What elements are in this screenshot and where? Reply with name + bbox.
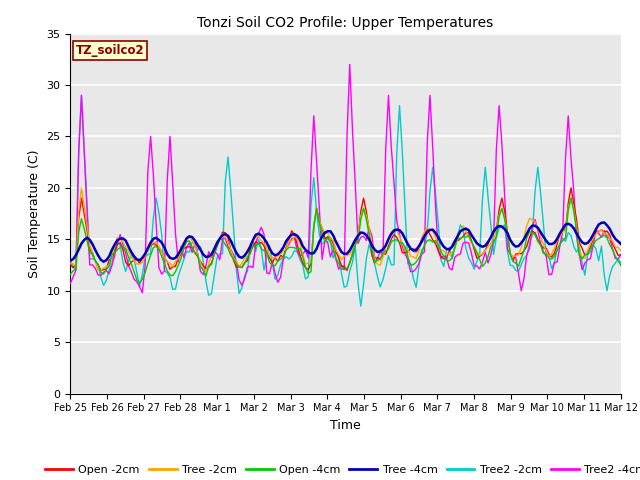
Tree -4cm	[67, 258, 74, 264]
Tree -2cm	[67, 260, 74, 266]
Open -2cm	[89, 252, 97, 258]
Open -4cm	[595, 236, 602, 241]
Tree -2cm	[102, 264, 110, 270]
Open -4cm	[89, 250, 97, 256]
Tree -2cm	[617, 248, 625, 253]
Line: Tree -4cm: Tree -4cm	[70, 222, 621, 262]
Y-axis label: Soil Temperature (C): Soil Temperature (C)	[28, 149, 41, 278]
Tree -2cm	[77, 185, 85, 191]
Tree2 -2cm	[575, 244, 583, 250]
Open -2cm	[102, 266, 110, 272]
Legend: Open -2cm, Tree -2cm, Open -4cm, Tree -4cm, Tree2 -2cm, Tree2 -4cm: Open -2cm, Tree -2cm, Open -4cm, Tree -4…	[41, 460, 640, 479]
X-axis label: Time: Time	[330, 419, 361, 432]
Tree2 -2cm	[102, 277, 110, 283]
Open -4cm	[67, 271, 74, 277]
Tree -2cm	[219, 231, 227, 237]
Open -2cm	[216, 236, 223, 242]
Tree2 -4cm	[346, 61, 353, 67]
Tree2 -2cm	[595, 258, 602, 264]
Tree -2cm	[92, 259, 99, 265]
Tree -4cm	[100, 259, 108, 264]
Tree2 -4cm	[575, 252, 583, 257]
Tree -4cm	[172, 255, 179, 261]
Tree -4cm	[592, 227, 600, 232]
Tree -4cm	[617, 241, 625, 247]
Open -4cm	[216, 236, 223, 242]
Open -2cm	[172, 264, 179, 269]
Tree2 -2cm	[617, 260, 625, 266]
Tree2 -4cm	[138, 290, 146, 296]
Tree2 -4cm	[595, 230, 602, 236]
Tree2 -2cm	[216, 251, 223, 257]
Open -2cm	[595, 228, 602, 234]
Line: Tree2 -4cm: Tree2 -4cm	[70, 64, 621, 293]
Open -4cm	[567, 195, 575, 201]
Tree2 -4cm	[216, 257, 223, 263]
Open -4cm	[136, 280, 143, 286]
Tree -2cm	[595, 228, 602, 234]
Line: Open -4cm: Open -4cm	[70, 198, 621, 283]
Open -4cm	[100, 271, 108, 277]
Line: Tree -2cm: Tree -2cm	[70, 188, 621, 271]
Text: TZ_soilco2: TZ_soilco2	[76, 44, 145, 58]
Tree2 -2cm	[172, 286, 179, 292]
Open -2cm	[97, 267, 105, 273]
Tree -4cm	[102, 257, 110, 263]
Tree2 -4cm	[617, 252, 625, 258]
Open -2cm	[567, 185, 575, 191]
Tree -2cm	[202, 268, 210, 274]
Tree2 -4cm	[100, 269, 108, 275]
Open -4cm	[617, 263, 625, 268]
Line: Open -2cm: Open -2cm	[70, 188, 621, 270]
Open -2cm	[67, 262, 74, 267]
Tree2 -4cm	[67, 280, 74, 286]
Title: Tonzi Soil CO2 Profile: Upper Temperatures: Tonzi Soil CO2 Profile: Upper Temperatur…	[198, 16, 493, 30]
Open -2cm	[617, 252, 625, 258]
Open -4cm	[575, 252, 583, 258]
Tree2 -2cm	[92, 257, 99, 263]
Open -4cm	[172, 269, 179, 275]
Tree -2cm	[172, 258, 179, 264]
Tree -2cm	[575, 247, 583, 253]
Tree2 -2cm	[357, 303, 365, 309]
Tree2 -2cm	[77, 93, 85, 98]
Tree2 -4cm	[172, 231, 179, 237]
Tree2 -4cm	[89, 262, 97, 268]
Open -2cm	[575, 240, 583, 246]
Tree -4cm	[573, 231, 580, 237]
Tree -4cm	[600, 219, 608, 225]
Tree -4cm	[216, 236, 223, 241]
Line: Tree2 -2cm: Tree2 -2cm	[70, 96, 621, 306]
Tree -4cm	[89, 241, 97, 247]
Tree2 -2cm	[67, 257, 74, 263]
